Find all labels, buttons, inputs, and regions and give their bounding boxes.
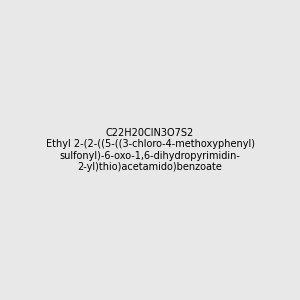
- Text: C22H20ClN3O7S2
Ethyl 2-(2-((5-((3-chloro-4-methoxyphenyl)
sulfonyl)-6-oxo-1,6-di: C22H20ClN3O7S2 Ethyl 2-(2-((5-((3-chloro…: [46, 128, 254, 172]
